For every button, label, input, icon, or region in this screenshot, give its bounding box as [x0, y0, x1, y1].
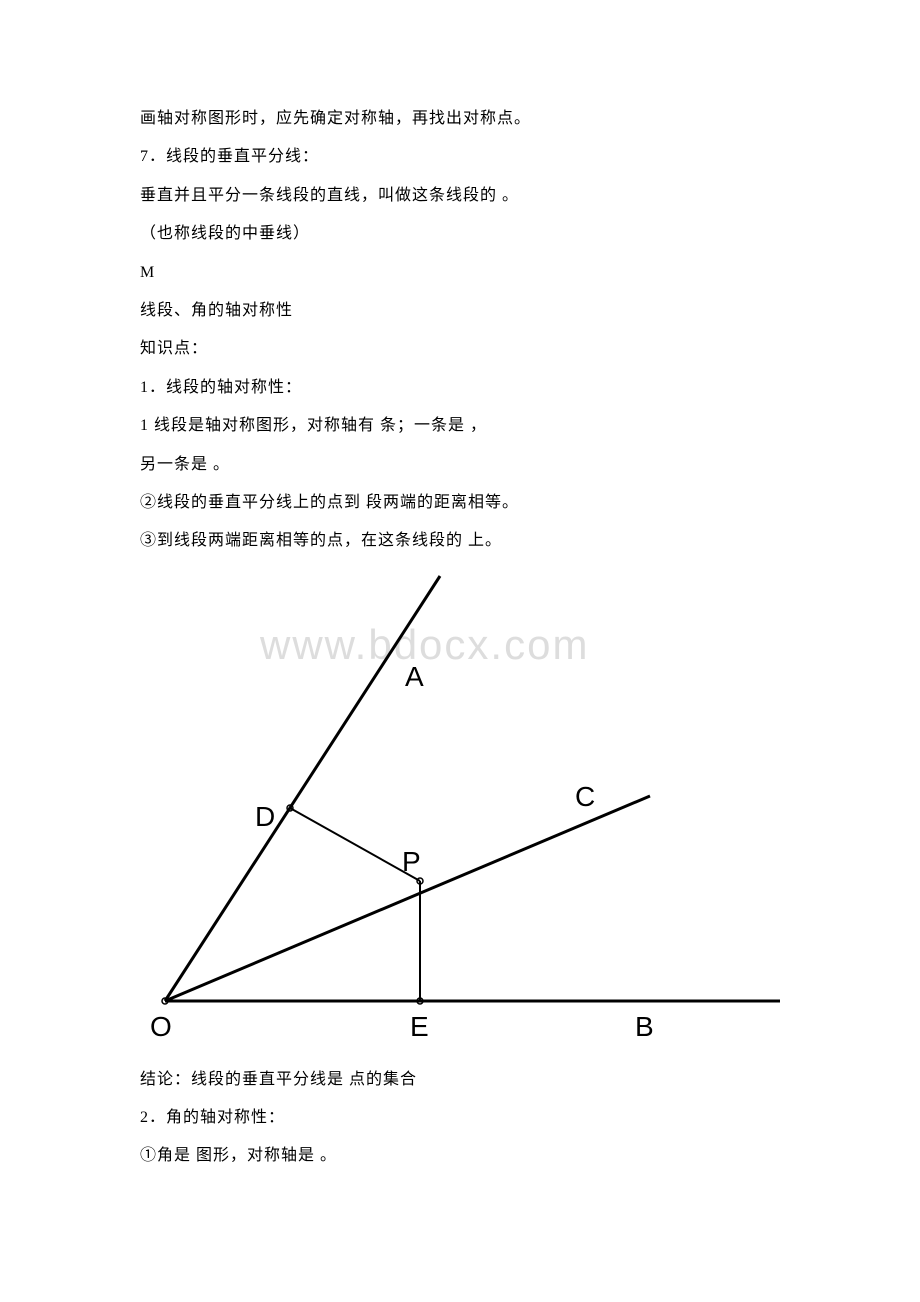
text-line-13: 结论：线段的垂直平分线是 点的集合 — [140, 1061, 780, 1099]
text-line-5: M — [140, 254, 780, 292]
text-line-3: 垂直并且平分一条线段的直线，叫做这条线段的 。 — [140, 177, 780, 215]
text-line-11: ②线段的垂直平分线上的点到 段两端的距离相等。 — [140, 484, 780, 522]
geometry-diagram: www.bdocx.com A C D P O E B — [140, 571, 780, 1051]
line-oc — [165, 796, 650, 1001]
text-line-9: 1 线段是轴对称图形，对称轴有 条；一条是 ， — [140, 407, 780, 445]
label-b: B — [635, 1011, 654, 1041]
text-line-4: （也称线段的中垂线） — [140, 215, 780, 253]
angle-diagram-svg: A C D P O E B — [140, 571, 780, 1041]
text-line-15: ①角是 图形，对称轴是 。 — [140, 1137, 780, 1175]
label-p: P — [402, 846, 421, 877]
label-d: D — [255, 801, 275, 832]
text-line-8: 1．线段的轴对称性： — [140, 369, 780, 407]
line-dp — [290, 808, 420, 881]
label-c: C — [575, 781, 595, 812]
label-e: E — [410, 1011, 429, 1041]
text-line-14: 2．角的轴对称性： — [140, 1099, 780, 1137]
label-o: O — [150, 1011, 172, 1041]
text-line-12: ③到线段两端距离相等的点，在这条线段的 上。 — [140, 522, 780, 560]
text-line-2: 7．线段的垂直平分线： — [140, 138, 780, 176]
text-line-1: 画轴对称图形时，应先确定对称轴，再找出对称点。 — [140, 100, 780, 138]
line-oa — [165, 576, 440, 1001]
text-line-6: 线段、角的轴对称性 — [140, 292, 780, 330]
text-line-7: 知识点： — [140, 330, 780, 368]
text-line-10: 另一条是 。 — [140, 446, 780, 484]
label-a: A — [405, 661, 424, 692]
